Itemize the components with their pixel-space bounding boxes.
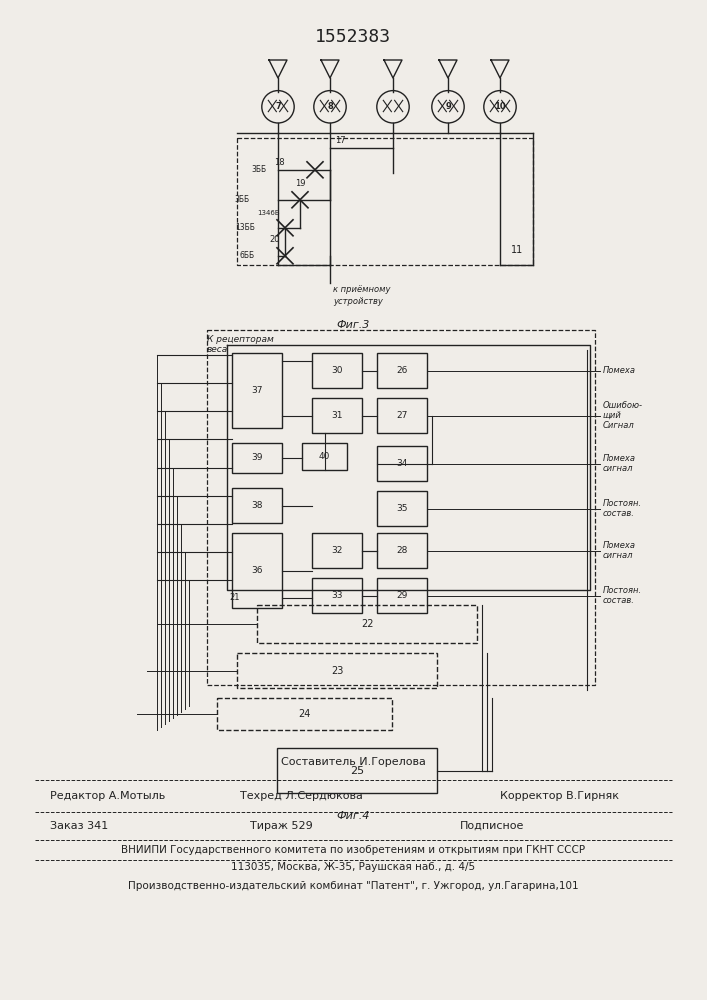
Text: Фиг.3: Фиг.3 [337,320,370,330]
Text: 1552383: 1552383 [315,28,391,46]
Bar [312,578,362,613]
Bar [377,446,427,481]
Text: 31: 31 [332,411,343,420]
Bar [377,578,427,613]
Text: Производственно-издательский комбинат "Патент", г. Ужгород, ул.Гагарина,101: Производственно-издательский комбинат "П… [128,881,578,891]
Text: 25: 25 [350,766,364,776]
Text: Редактор А.Мотыль: Редактор А.Мотыль [50,791,165,801]
Text: 22: 22 [361,619,373,629]
Bar [377,353,427,388]
Bar [232,443,282,473]
Text: 34: 34 [397,459,408,468]
Text: 40: 40 [319,452,330,461]
Text: 8: 8 [327,102,333,111]
Text: Помеха
сигнал: Помеха сигнал [603,541,636,560]
Bar [302,443,347,470]
Text: Составитель И.Горелова: Составитель И.Горелова [281,757,426,767]
Text: 3ББ: 3ББ [252,165,267,174]
Text: 26: 26 [397,366,408,375]
Text: 35: 35 [396,504,408,513]
Text: Подписное: Подписное [460,821,525,831]
Text: 37: 37 [251,386,263,395]
Text: 10: 10 [494,102,506,111]
Text: 6ББ: 6ББ [240,251,255,260]
Bar [217,698,392,730]
Text: 27: 27 [397,411,408,420]
Text: 113035, Москва, Ж-35, Раушская наб., д. 4/5: 113035, Москва, Ж-35, Раушская наб., д. … [231,862,475,872]
Text: 36: 36 [251,566,263,575]
Text: ВНИИПИ Государственного комитета по изобретениям и открытиям при ГКНТ СССР: ВНИИПИ Государственного комитета по изоб… [121,845,585,855]
Text: 32: 32 [332,546,343,555]
Text: 9: 9 [445,102,451,111]
Text: К рецепторам
веса: К рецепторам веса [207,335,274,354]
Bar [232,488,282,523]
Text: 1346Б: 1346Б [257,210,280,216]
Bar [312,353,362,388]
Bar [377,533,427,568]
Text: 13ББ: 13ББ [235,223,255,232]
Text: 33: 33 [332,591,343,600]
Text: устройству: устройству [333,297,383,306]
Text: 17: 17 [335,136,346,145]
Text: 20: 20 [269,235,280,244]
Text: 39: 39 [251,454,263,462]
Text: Помеха
сигнал: Помеха сигнал [603,454,636,473]
Text: 23: 23 [331,666,343,676]
Text: 11: 11 [510,245,523,255]
Bar [377,398,427,433]
Bar [312,533,362,568]
Text: 3ББ: 3ББ [235,195,250,204]
Text: 29: 29 [397,591,408,600]
Bar [232,353,282,428]
Text: к приёмному: к приёмному [333,285,390,294]
Text: 28: 28 [397,546,408,555]
Bar [237,653,437,688]
Text: Постоян.
состав.: Постоян. состав. [603,499,642,518]
Text: Ошибою-
щий
Сигнал: Ошибою- щий Сигнал [603,401,643,430]
Text: 30: 30 [332,366,343,375]
Text: 18: 18 [274,158,285,167]
Bar [257,605,477,643]
Text: Фиг.4: Фиг.4 [337,811,370,821]
Bar [377,491,427,526]
Text: 21: 21 [229,593,240,602]
Text: Тираж 529: Тираж 529 [250,821,312,831]
Text: 7: 7 [275,102,281,111]
Text: 24: 24 [298,709,310,719]
Text: Заказ 341: Заказ 341 [50,821,108,831]
Bar [232,533,282,608]
Text: Техред Л.Сердюкова: Техред Л.Сердюкова [240,791,363,801]
Bar [277,748,437,793]
Text: Корректор В.Гирняк: Корректор В.Гирняк [500,791,619,801]
Text: Помеха: Помеха [603,366,636,375]
Text: 38: 38 [251,501,263,510]
Text: Постоян.
состав.: Постоян. состав. [603,586,642,605]
Bar [312,398,362,433]
Text: 19: 19 [295,179,305,188]
